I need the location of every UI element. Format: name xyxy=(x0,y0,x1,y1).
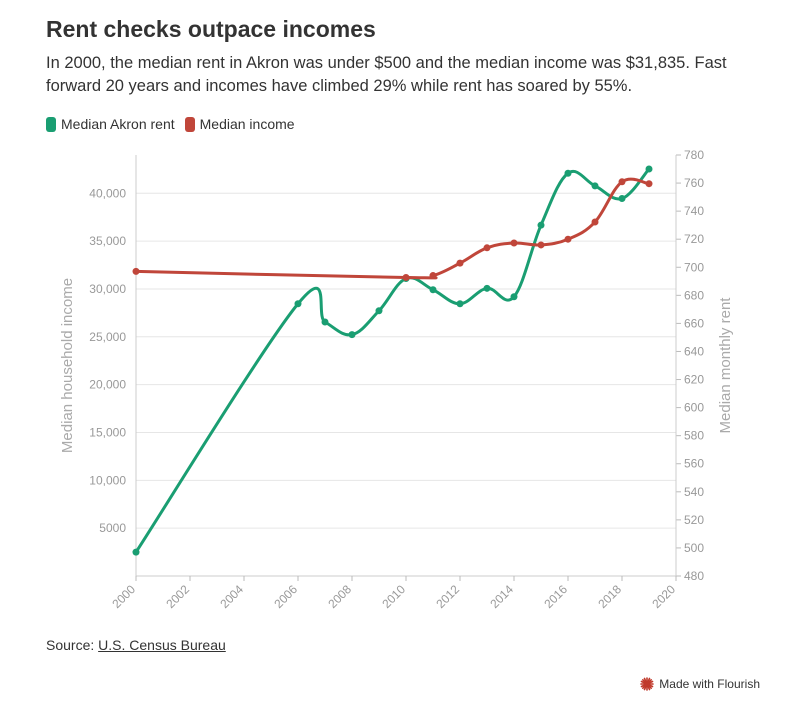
y-right-tick-label: 720 xyxy=(684,232,704,246)
source-prefix: Source: xyxy=(46,637,99,653)
data-point-rent[interactable] xyxy=(591,182,599,190)
y-left-tick-label: 40,000 xyxy=(89,186,126,200)
x-tick-label: 2000 xyxy=(109,582,138,611)
x-tick-label: 2010 xyxy=(379,582,408,611)
data-point-rent[interactable] xyxy=(645,165,653,173)
data-point-rent[interactable] xyxy=(375,307,383,315)
x-tick-label: 2004 xyxy=(217,582,246,611)
data-point-income[interactable] xyxy=(645,180,653,188)
data-point-rent[interactable] xyxy=(483,284,491,292)
y-right-axis-title: Median monthly rent xyxy=(717,297,734,434)
y-left-tick-label: 15,000 xyxy=(89,425,126,439)
data-point-rent[interactable] xyxy=(456,300,464,308)
source-note: Source: U.S. Census Bureau xyxy=(46,637,226,653)
y-left-tick-label: 20,000 xyxy=(89,378,126,392)
y-right-tick-label: 500 xyxy=(684,541,704,555)
data-point-income[interactable] xyxy=(591,218,599,226)
legend-label-income: Median income xyxy=(199,116,295,132)
y-right-tick-label: 480 xyxy=(684,569,704,583)
data-point-rent[interactable] xyxy=(294,300,302,308)
data-point-income[interactable] xyxy=(564,235,572,243)
y-right-tick-label: 660 xyxy=(684,316,704,330)
y-right-tick-label: 780 xyxy=(684,148,704,162)
y-left-tick-label: 5000 xyxy=(99,521,126,535)
y-right-tick-label: 540 xyxy=(684,485,704,499)
x-tick-label: 2006 xyxy=(271,582,300,611)
y-left-tick-label: 25,000 xyxy=(89,330,126,344)
x-tick-label: 2016 xyxy=(541,582,570,611)
flourish-logo-icon xyxy=(640,677,655,691)
y-left-axis-title: Median household income xyxy=(59,278,76,453)
data-point-rent[interactable] xyxy=(510,293,518,301)
y-right-tick-label: 640 xyxy=(684,344,704,358)
flourish-credit[interactable]: Made with Flourish xyxy=(640,677,760,691)
legend-label-rent: Median Akron rent xyxy=(61,116,175,132)
data-point-income[interactable] xyxy=(618,178,626,186)
chart-subtitle: In 2000, the median rent in Akron was un… xyxy=(46,54,727,95)
data-point-rent[interactable] xyxy=(348,331,356,339)
data-point-rent[interactable] xyxy=(618,195,626,203)
chart-title: Rent checks outpace incomes xyxy=(46,16,376,42)
data-point-income[interactable] xyxy=(537,241,545,249)
y-right-tick-label: 580 xyxy=(684,429,704,443)
y-left-tick-label: 10,000 xyxy=(89,473,126,487)
legend: Median Akron rent Median income xyxy=(46,116,305,132)
data-point-income[interactable] xyxy=(429,272,437,280)
data-point-rent[interactable] xyxy=(429,286,437,294)
data-point-income[interactable] xyxy=(132,267,140,275)
data-point-income[interactable] xyxy=(456,259,464,267)
y-right-tick-label: 700 xyxy=(684,260,704,274)
data-point-rent[interactable] xyxy=(564,169,572,177)
data-point-income[interactable] xyxy=(402,273,410,281)
y-right-tick-label: 600 xyxy=(684,401,704,415)
x-tick-label: 2002 xyxy=(163,582,192,611)
x-tick-label: 2014 xyxy=(487,582,516,611)
x-tick-label: 2020 xyxy=(649,582,678,611)
data-point-income[interactable] xyxy=(510,239,518,247)
y-right-tick-label: 620 xyxy=(684,373,704,387)
y-right-tick-label: 760 xyxy=(684,176,704,190)
line-chart: 5000 10,000 15,000 20,000 25,000 30,000 35,000… xyxy=(59,148,734,611)
legend-item-rent[interactable]: Median Akron rent xyxy=(46,116,175,132)
y-right-tick-label: 680 xyxy=(684,288,704,302)
y-right-tick-label: 520 xyxy=(684,513,704,527)
legend-swatch-income xyxy=(184,116,195,132)
x-tick-label: 2018 xyxy=(595,582,624,611)
legend-swatch-rent xyxy=(46,116,56,132)
legend-item-income[interactable]: Median income xyxy=(184,116,295,132)
x-tick-label: 2008 xyxy=(325,582,354,611)
data-point-rent[interactable] xyxy=(537,221,545,229)
series-line-rent xyxy=(134,167,651,554)
flourish-label: Made with Flourish xyxy=(659,677,760,691)
y-right-tick-label: 740 xyxy=(684,204,704,218)
x-tick-label: 2012 xyxy=(433,582,462,611)
y-left-tick-label: 30,000 xyxy=(89,282,126,296)
data-point-income[interactable] xyxy=(483,244,491,252)
data-point-rent[interactable] xyxy=(132,548,140,556)
source-link[interactable]: U.S. Census Bureau xyxy=(98,637,226,653)
y-right-tick-label: 560 xyxy=(684,457,704,471)
y-left-tick-label: 35,000 xyxy=(89,234,126,248)
data-point-rent[interactable] xyxy=(321,318,329,326)
series-line-income xyxy=(134,177,651,280)
